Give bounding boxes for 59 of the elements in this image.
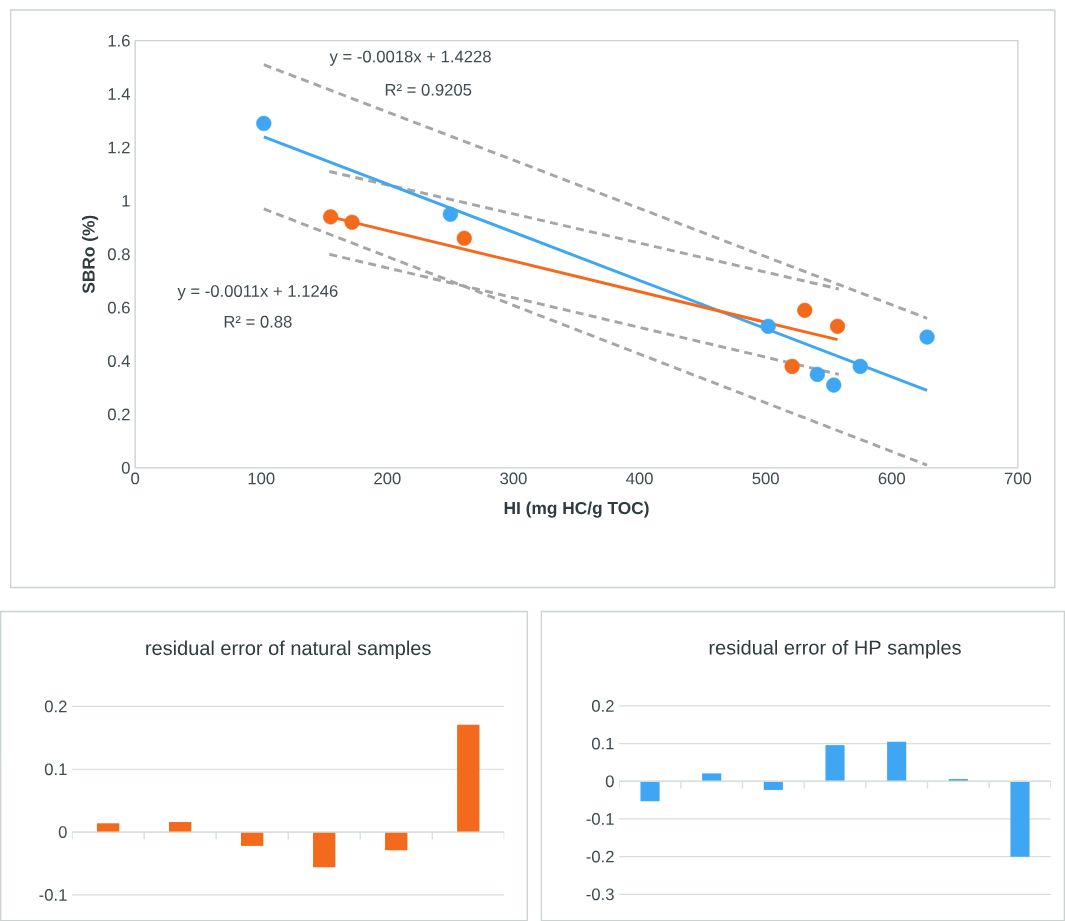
x-tick-label: 0	[131, 472, 140, 485]
y-tick-label: -0.1	[586, 812, 614, 825]
x-tick-label: 300	[500, 472, 527, 485]
chart-title: residual error of natural samples	[146, 640, 431, 659]
x-tick-label: 200	[374, 472, 401, 485]
annotation: y = -0.0018x + 1.4228	[329, 50, 491, 66]
bar	[96, 823, 120, 832]
point	[344, 214, 360, 230]
point	[826, 377, 842, 393]
x-axis-title: HI (mg HC/g TOC)	[504, 501, 649, 518]
y-tick-label: 0	[605, 775, 614, 787]
y-tick-label: 0	[58, 825, 67, 838]
bar	[241, 831, 264, 846]
y-tick-label: 0.2	[107, 408, 130, 421]
y-tick-label: -0.1	[39, 888, 67, 901]
point	[442, 206, 459, 222]
bar	[763, 781, 783, 790]
point	[323, 209, 339, 225]
x-tick-label: 700	[1004, 472, 1032, 485]
point	[829, 318, 846, 334]
bar	[1010, 781, 1030, 857]
bar	[457, 724, 480, 832]
annotation: R² = 0.9205	[385, 83, 472, 96]
y-tick-label: 1.2	[108, 141, 130, 154]
point	[919, 329, 935, 345]
point	[256, 115, 272, 131]
y-tick-label: 0.4	[107, 354, 130, 367]
point	[797, 302, 813, 318]
chart-title: residual error of HP samples	[709, 639, 961, 659]
annotation: R² = 0.88	[224, 315, 292, 328]
x-tick-label: 600	[878, 472, 905, 485]
point	[760, 318, 776, 334]
y-tick-label: 0	[121, 461, 130, 474]
x-tick-label: 400	[626, 472, 653, 485]
y-tick-label: -0.3	[586, 888, 614, 900]
point	[456, 230, 472, 246]
y-tick-label: 0.1	[591, 737, 614, 750]
x-tick-label: 500	[752, 472, 779, 485]
y-tick-label: 1.6	[108, 34, 130, 47]
y-tick-label: 1.4	[108, 88, 130, 100]
y-tick-label: 0.1	[44, 763, 67, 775]
y-tick-label: -0.2	[586, 850, 614, 863]
bar	[640, 781, 660, 802]
y-axis-title: SBRo (%)	[82, 215, 99, 293]
y-tick-label: 0.2	[44, 700, 67, 713]
bar	[887, 741, 907, 782]
point	[784, 358, 800, 374]
x-tick-label: 100	[248, 472, 275, 485]
point	[852, 358, 868, 374]
y-tick-label: 0.6	[107, 301, 130, 314]
y-tick-label: 0.8	[107, 248, 130, 260]
bar	[385, 831, 408, 851]
bar	[313, 831, 336, 868]
y-tick-label: 1	[122, 194, 130, 207]
bar	[825, 744, 845, 782]
annotation: y = -0.0011x + 1.1246	[177, 284, 338, 301]
y-tick-label: 0.2	[591, 699, 614, 712]
point	[809, 366, 825, 382]
bar	[702, 773, 722, 782]
